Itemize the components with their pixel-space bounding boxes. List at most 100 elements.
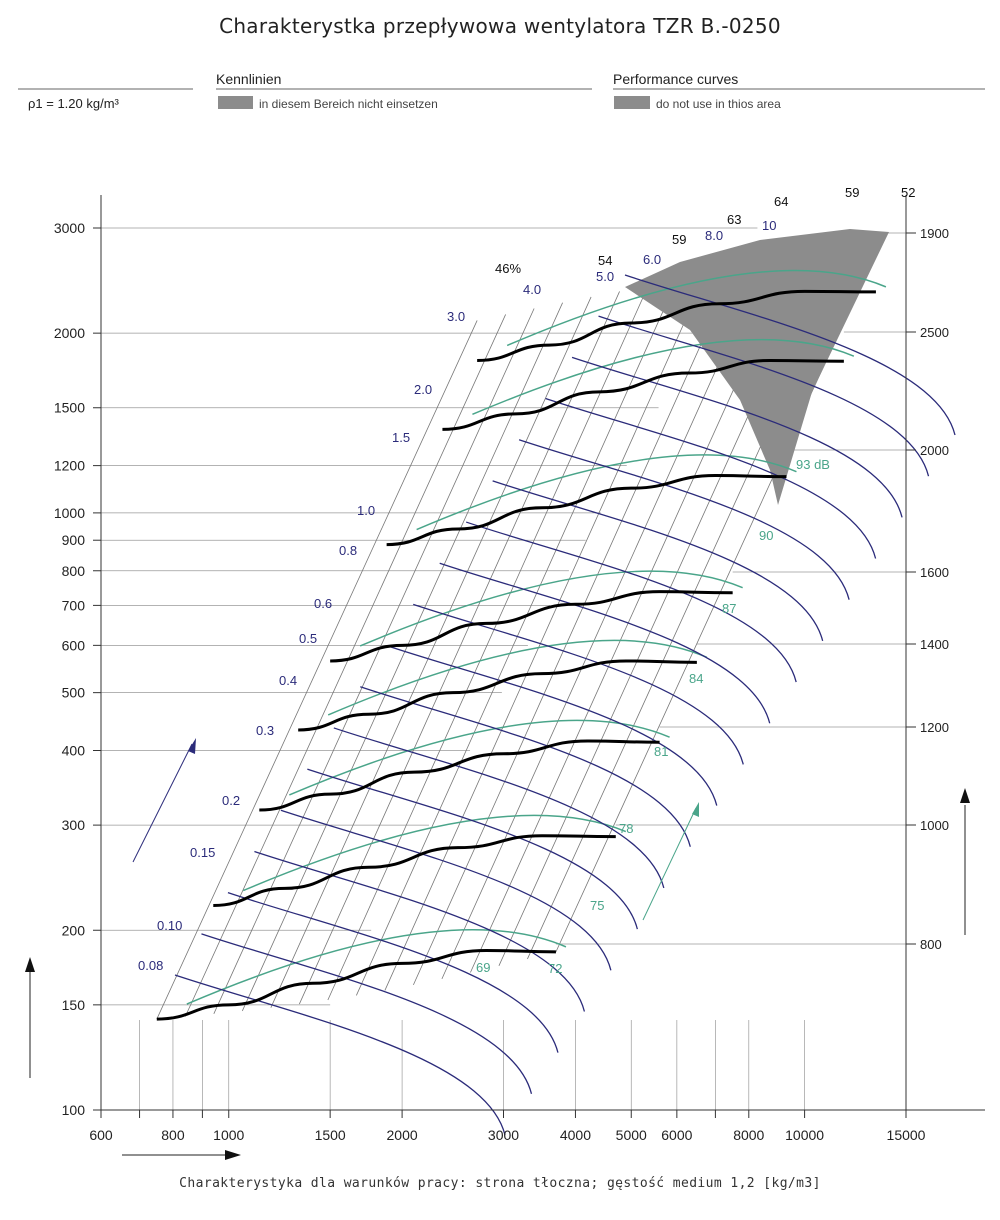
y-tick-label: 150 xyxy=(62,997,86,1013)
sound-tick-label: 93 dB xyxy=(796,457,830,472)
x-tick-label: 6000 xyxy=(661,1127,692,1143)
efficiency-tick-label: 59 xyxy=(672,232,686,247)
power-line xyxy=(413,603,744,765)
power-tick-label: 1.0 xyxy=(357,503,375,518)
rpm-curve xyxy=(442,358,844,431)
sound-tick-label: 72 xyxy=(548,961,562,976)
power-tick-label: 1.5 xyxy=(392,430,410,445)
efficiency-tick-label: 54 xyxy=(598,253,612,268)
rpm-tick-label: 2000 xyxy=(920,443,949,458)
y-tick-label: 600 xyxy=(62,637,86,653)
power-lines xyxy=(174,274,956,1136)
sound-tick-label: 87 xyxy=(722,601,736,616)
power-tick-label: 0.8 xyxy=(339,543,357,558)
y-tick-label: 900 xyxy=(62,532,86,548)
power-line xyxy=(386,644,718,806)
rpm-curve xyxy=(330,590,733,663)
sound-level-curves xyxy=(186,269,887,1005)
power-tick-label: 0.3 xyxy=(256,723,274,738)
efficiency-guide-line xyxy=(384,276,706,991)
header-legend: ρ1 = 1.20 kg/m³ Kennlinien in diesem Ber… xyxy=(18,71,985,111)
de-note: in diesem Bereich nicht einsetzen xyxy=(259,97,438,111)
power-line xyxy=(492,480,824,642)
sound-level-curve xyxy=(186,929,567,1005)
y-tick-label: 500 xyxy=(62,685,86,701)
y-tick-label: 100 xyxy=(62,1102,86,1118)
power-tick-label: 0.6 xyxy=(314,596,332,611)
rpm-curve xyxy=(156,948,556,1021)
sound-level-curve xyxy=(416,454,797,531)
y-tick-label: 200 xyxy=(62,922,86,938)
efficiency-tick-label: 59 xyxy=(845,185,859,200)
annotation-labels: 0.08 0.10 0.15 0.2 0.3 0.4 0.5 0.6 0.8 1.0 1.5 2.0 3… xyxy=(138,185,915,976)
x-axis-arrow-head xyxy=(225,1150,241,1160)
y-tick-label: 1500 xyxy=(54,400,85,416)
power-tick-label: 3.0 xyxy=(447,309,465,324)
power-tick-label: 0.4 xyxy=(279,673,297,688)
sound-level-curve xyxy=(359,570,743,647)
efficiency-tick-label: 64 xyxy=(774,194,788,209)
x-tick-label: 800 xyxy=(161,1127,185,1143)
power-tick-label: 0.5 xyxy=(299,631,317,646)
sound-tick-label: 69 xyxy=(476,960,490,975)
sound-tick-label: 90 xyxy=(759,528,773,543)
power-line xyxy=(280,809,612,971)
rpm-tick-label: 1400 xyxy=(920,637,949,652)
rpm-axis-arrow-head xyxy=(960,788,970,803)
x-tick-label: 600 xyxy=(89,1127,113,1143)
sound-tick-label: 78 xyxy=(619,821,633,836)
y-tick-label: 400 xyxy=(62,743,86,759)
efficiency-tick-label: 46% xyxy=(495,261,521,276)
en-note: do not use in thios area xyxy=(656,97,781,111)
efficiency-tick-label: 63 xyxy=(727,212,741,227)
chart-title: Charakterystka przepływowa wentylatora T… xyxy=(219,14,781,38)
en-heading: Performance curves xyxy=(613,71,738,87)
sound-level-curve xyxy=(242,814,627,892)
forbidden-area xyxy=(625,229,889,505)
y-tick-label: 300 xyxy=(62,817,86,833)
power-line xyxy=(307,768,638,930)
power-line xyxy=(201,933,533,1094)
power-arrow-head xyxy=(188,738,196,754)
rpm-tick-label: 1000 xyxy=(920,818,949,833)
power-tick-label: 6.0 xyxy=(643,252,661,267)
rpm-curve xyxy=(213,834,616,908)
x-tick-label: 10000 xyxy=(785,1127,824,1143)
power-tick-label: 2.0 xyxy=(414,382,432,397)
arrow-markers xyxy=(25,738,970,1160)
y-tick-label: 1200 xyxy=(54,458,85,474)
y-tick-label: 700 xyxy=(62,597,86,613)
sound-arrow-line xyxy=(642,807,697,921)
power-tick-label: 0.08 xyxy=(138,958,163,973)
density-label: ρ1 = 1.20 kg/m³ xyxy=(28,96,120,111)
sound-level-curve xyxy=(327,639,708,716)
y-axis-arrow-head xyxy=(25,957,35,972)
de-heading: Kennlinien xyxy=(216,71,281,87)
y-tick-label: 1000 xyxy=(54,505,85,521)
rpm-curves xyxy=(156,289,876,1021)
y-tick-label: 2000 xyxy=(54,325,85,341)
power-line xyxy=(174,974,506,1136)
power-line xyxy=(333,727,665,889)
sound-tick-label: 81 xyxy=(654,744,668,759)
sound-arrow-head xyxy=(692,802,699,817)
power-line xyxy=(227,892,559,1053)
efficiency-guide-line xyxy=(327,286,649,1001)
x-tick-label: 1500 xyxy=(315,1127,346,1143)
power-tick-label: 0.15 xyxy=(190,845,215,860)
efficiency-guide-line xyxy=(184,314,506,1017)
x-tick-label: 1000 xyxy=(213,1127,244,1143)
x-tick-label: 3000 xyxy=(488,1127,519,1143)
power-tick-label: 8.0 xyxy=(705,228,723,243)
x-tick-label: 5000 xyxy=(616,1127,647,1143)
power-tick-label: 5.0 xyxy=(596,269,614,284)
power-tick-label: 0.2 xyxy=(222,793,240,808)
x-tick-label: 2000 xyxy=(387,1127,418,1143)
power-line xyxy=(439,562,771,724)
efficiency-guide-line xyxy=(270,296,592,1008)
sound-level-curve xyxy=(506,269,887,347)
x-tick-label: 15000 xyxy=(887,1127,926,1143)
efficiency-guide-line xyxy=(356,281,677,996)
efficiency-tick-label: 52 xyxy=(901,185,915,200)
